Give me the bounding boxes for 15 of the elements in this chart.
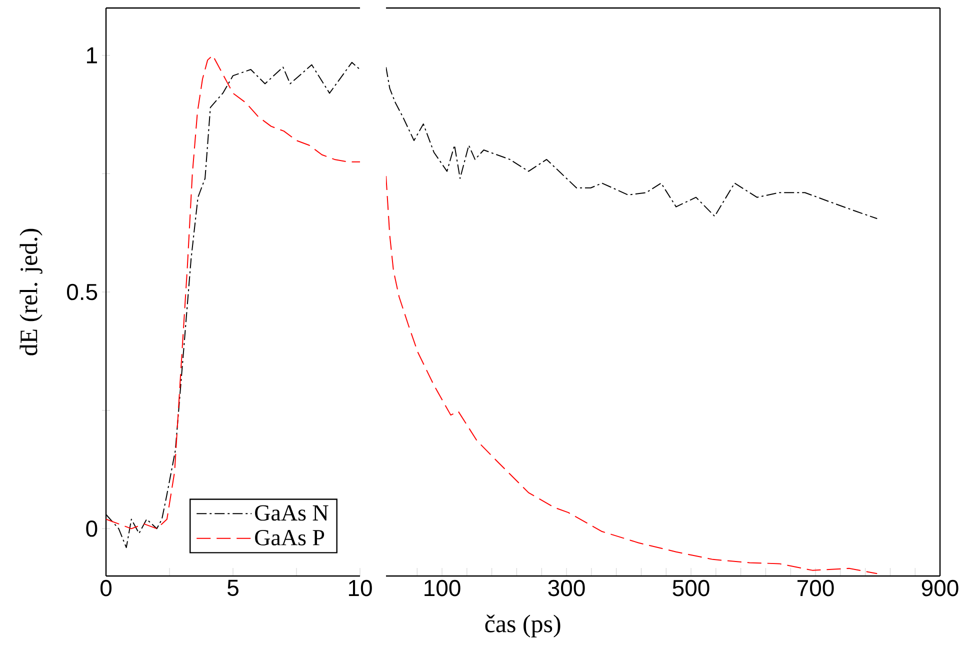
x-tick-label: 700 [798,580,834,596]
x-tick-label: 5 [228,580,238,596]
y-axis-title: dE (rel. jed.) [20,228,42,356]
x-axis-title: čas (ps) [485,614,560,638]
x-tick-label: 100 [424,580,460,596]
legend-label: GaAs N [255,505,328,521]
x-tick-label: 300 [548,580,585,596]
x-tick-label: 500 [672,580,710,596]
legend-label: GaAs P [255,530,324,546]
y-tick-label: 0.5 [66,284,98,300]
x-tick-label: 0 [100,580,112,596]
x-tick-label: 10 [348,580,372,596]
x-tick-label: 900 [922,580,958,596]
y-tick-label: 0 [86,520,98,537]
y-tick-label: 1 [87,47,97,64]
